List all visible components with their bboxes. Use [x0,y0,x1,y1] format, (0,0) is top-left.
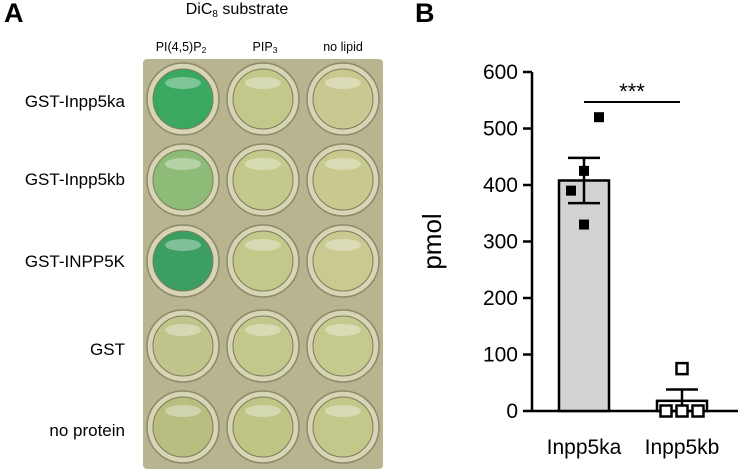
y-tick-label: 600 [483,61,518,84]
data-point [675,361,689,376]
well-highlight [165,405,201,417]
x-tick-label: Inpp5kb [645,436,720,459]
well-highlight [245,239,281,251]
well [232,230,294,292]
well [152,315,214,377]
y-tick-label: 200 [483,287,518,310]
panel-b-letter: B [415,0,435,28]
x-tick-label: Inpp5ka [547,436,622,459]
data-point [691,404,705,418]
well-highlight [325,324,361,336]
column-label-pip3: PIP3 [252,40,278,55]
well [232,68,294,130]
substrate-title: DiC8 substrate [185,1,289,20]
data-point [675,404,689,418]
well-highlight [245,324,281,336]
well-highlight [325,77,361,89]
bar-inpp5ka [557,179,611,413]
significance-label: *** [619,79,645,104]
panel-a-letter: A [4,0,24,28]
y-tick-label: 0 [506,400,518,423]
row-label-gst: GST [90,340,125,359]
well [152,396,214,458]
well-highlight [245,77,281,89]
well-highlight [325,239,361,251]
well [232,149,294,211]
well [152,149,214,211]
well [232,315,294,377]
well-highlight [245,405,281,417]
data-point [579,165,589,176]
column-label-pip2: PI(4,5)P2 [155,40,207,55]
row-label-gst-inpp5k: GST-INPP5K [24,252,125,271]
column-label-no-lipid: no lipid [323,40,363,54]
y-tick-label: 400 [483,174,518,197]
well [312,396,374,458]
data-point [566,185,576,196]
well-plate-photo [143,59,383,469]
well-highlight [165,77,201,89]
y-axis-label: pmol [417,213,447,269]
well-highlight [325,158,361,170]
row-label-gst-inpp5ka: GST-Inpp5ka [24,92,125,111]
well-highlight [325,405,361,417]
well-highlight [245,158,281,170]
row-label-gst-inpp5kb: GST-Inpp5kb [24,170,125,189]
well-highlight [165,158,201,170]
well [312,315,374,377]
well [152,230,214,292]
well [152,68,214,130]
well [232,396,294,458]
well [312,149,374,211]
well [312,230,374,292]
data-point [594,112,604,123]
well-highlight [165,239,201,251]
data-point [659,404,673,418]
y-tick-label: 300 [483,231,518,254]
well-highlight [165,324,201,336]
y-tick-label: 100 [483,344,518,367]
well [312,68,374,130]
data-point [579,219,589,230]
y-tick-label: 500 [483,118,518,141]
row-label-no-protein: no protein [49,421,125,440]
